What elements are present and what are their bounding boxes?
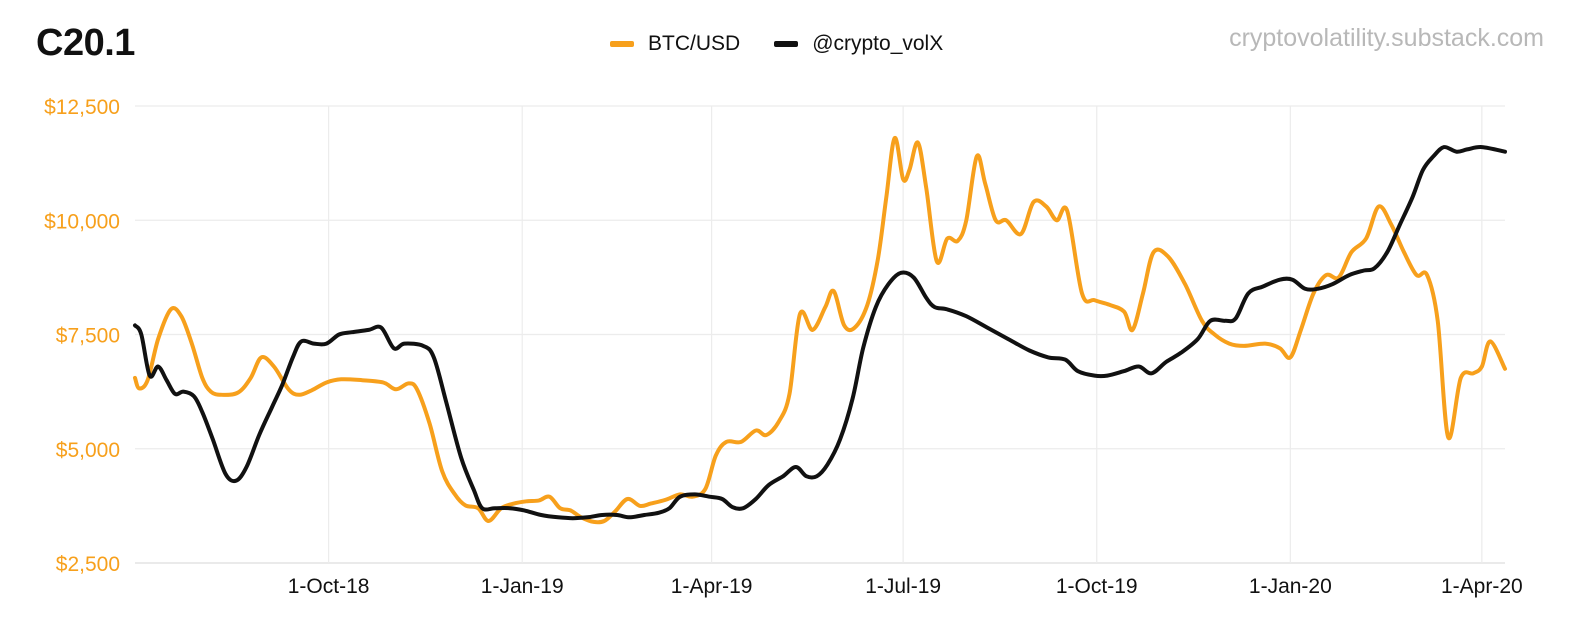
series-line-btc-usd xyxy=(133,135,1507,525)
source-label: cryptovolatility.substack.com xyxy=(1229,24,1544,52)
legend-swatch-btc xyxy=(610,41,634,47)
y-tick-label: $7,500 xyxy=(56,325,120,348)
legend-label-vol: @crypto_volX xyxy=(812,32,944,55)
x-tick-label: 1-Oct-18 xyxy=(288,575,370,598)
x-tick-label: 1-Jul-19 xyxy=(865,575,941,598)
legend-item-vol: @crypto_volX xyxy=(774,32,943,56)
y-tick-label: $10,000 xyxy=(44,210,120,233)
x-tick-label: 1-Oct-19 xyxy=(1056,575,1138,598)
y-tick-label: $5,000 xyxy=(56,439,120,462)
series-line-crypto-volx xyxy=(133,145,1507,521)
axes: $2,500 $5,000 $7,500 $10,000 $12,500 1-Oct-18… xyxy=(44,96,1523,598)
y-tick-label: $12,500 xyxy=(44,96,120,119)
grid xyxy=(135,105,1505,564)
x-tick-label: 1-Jan-19 xyxy=(481,575,564,598)
x-tick-label: 1-Apr-20 xyxy=(1441,575,1523,598)
legend-label-btc: BTC/USD xyxy=(648,32,741,55)
legend-item-btc: BTC/USD xyxy=(610,32,740,56)
chart-title: C20.1 xyxy=(36,22,135,64)
x-tick-label: 1-Jan-20 xyxy=(1249,575,1332,598)
y-tick-label: $2,500 xyxy=(56,553,120,576)
legend: BTC/USD @crypto_volX xyxy=(610,32,977,56)
legend-swatch-vol xyxy=(774,41,799,47)
series xyxy=(133,135,1507,525)
x-tick-label: 1-Apr-19 xyxy=(671,575,753,598)
